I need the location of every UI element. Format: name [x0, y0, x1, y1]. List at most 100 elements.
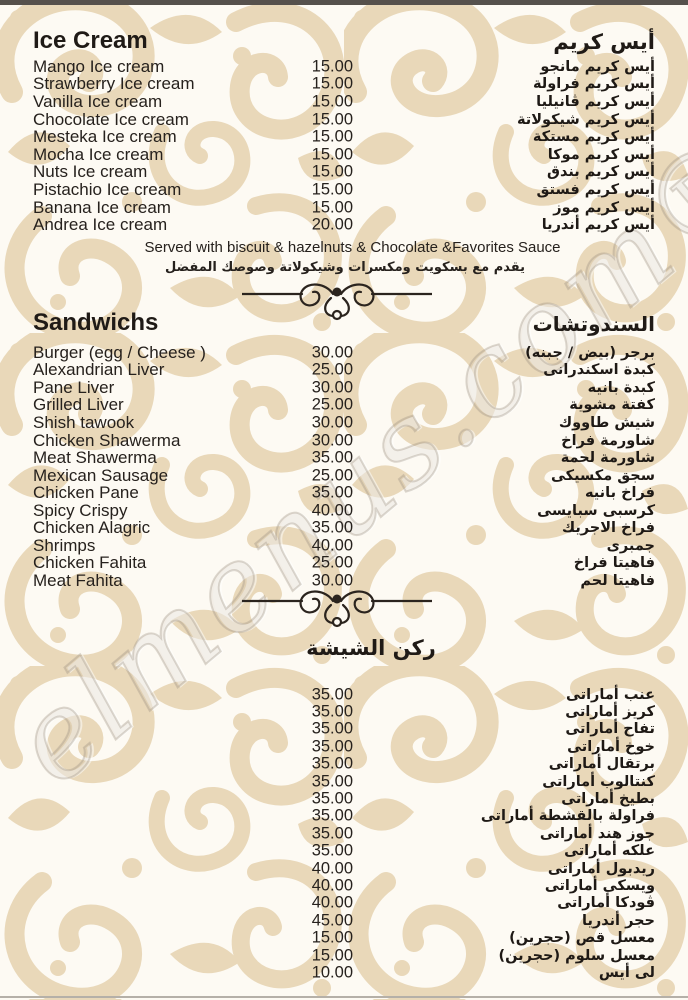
- item-name-ar: أيس كريم بندق: [547, 164, 655, 181]
- item-name-ar: برجر (بيض / جبنه): [525, 344, 655, 361]
- item-price: 30.00: [311, 378, 353, 397]
- item-price: 15.00: [311, 928, 353, 947]
- item-price: 25.00: [311, 360, 353, 379]
- item-price: 35.00: [311, 685, 353, 704]
- menu-item-row: Vanilla Ice cream 15.00 أيس كريم ڤانيليا: [0, 92, 688, 111]
- item-name-ar: أيس كريم موز: [553, 199, 655, 216]
- item-price: 15.00: [311, 946, 353, 965]
- item-name-ar: أيس كريم ڤانيليا: [536, 93, 655, 110]
- item-price: 40.00: [311, 501, 353, 520]
- top-edge-bar: [0, 0, 688, 5]
- item-price: 45.00: [311, 911, 353, 930]
- item-name-ar: أيس كريم أندريا: [541, 217, 655, 234]
- item-name-ar: تفاح أماراتى: [565, 721, 655, 738]
- ice-cream-list: Mango Ice cream 15.00 أيس كريم مانجو Str…: [0, 56, 688, 234]
- item-price: 10.00: [311, 963, 353, 982]
- menu-item-row: Mocha Ice cream 15.00 أيس كريم موكا: [0, 144, 688, 164]
- item-price: 35.00: [311, 518, 353, 537]
- item-price: 20.00: [311, 215, 353, 234]
- item-price: 30.00: [311, 413, 353, 432]
- item-name-ar: ريدبول أماراتى: [547, 860, 655, 877]
- menu-item-row: Strawberry Ice cream 15.00 أيس كريم فراو…: [0, 74, 688, 94]
- item-name-ar: كنتالوب أماراتى: [542, 773, 655, 790]
- item-name-ar: أيس كريم فستق: [536, 181, 655, 198]
- item-price: 30.00: [311, 571, 353, 590]
- item-name-en: Mocha Ice cream: [33, 144, 164, 164]
- item-name-ar: لى أيس: [598, 964, 655, 981]
- item-name-ar: كبدة بانيه: [587, 379, 655, 396]
- menu-item-row: 15.00 معسل قص (حجرين): [0, 928, 688, 947]
- item-name-en: Nuts Ice cream: [33, 162, 148, 182]
- item-name-ar: عنب أماراتى: [565, 686, 655, 703]
- item-price: 25.00: [311, 553, 353, 572]
- item-name-en: Chicken Pane: [33, 483, 139, 503]
- menu-item-row: Shish tawook 30.00 شيش طاووك: [0, 413, 688, 432]
- shisha-list: 35.00 عنب أماراتى 35.00 كريز أماراتى 35.…: [0, 685, 688, 982]
- menu-item-row: Andrea Ice cream 20.00 أيس كريم أندريا: [0, 215, 688, 234]
- item-price: 15.00: [311, 110, 353, 129]
- item-price: 35.00: [311, 824, 353, 843]
- menu-item-row: 40.00 ريدبول أماراتى: [0, 859, 688, 877]
- menu-item-row: 35.00 كريز أماراتى: [0, 703, 688, 721]
- item-name-en: Mango Ice cream: [33, 56, 165, 76]
- item-price: 35.00: [311, 737, 353, 756]
- menu-item-row: 35.00 بطيخ أماراتى: [0, 789, 688, 808]
- item-name-ar: ويسكى أماراتى: [544, 877, 655, 894]
- item-price: 15.00: [311, 180, 353, 199]
- item-name-ar: برتقال أماراتى: [548, 756, 655, 773]
- menu-item-row: Meat Shawerma 35.00 شاورمة لحمة: [0, 448, 688, 467]
- ornament-divider-icon: [242, 283, 432, 321]
- menu-item-row: Alexandrian Liver 25.00 كبدة اسكندرانى: [0, 360, 688, 380]
- menu-item-row: Chicken Alagric 35.00 فراخ الاجريك: [0, 518, 688, 537]
- item-name-en: Alexandrian Liver: [33, 360, 165, 380]
- item-price: 35.00: [311, 754, 353, 773]
- item-name-en: Spicy Crispy: [33, 500, 128, 520]
- item-name-ar: فاهيتا فراخ: [573, 555, 655, 572]
- item-name-en: Pane Liver: [33, 377, 115, 397]
- item-name-ar: ڤودكا أماراتى: [557, 895, 655, 912]
- item-name-ar: علكه أماراتى: [564, 843, 655, 860]
- item-name-en: Chicken Fahita: [33, 553, 147, 573]
- item-name-ar: فراولة بالقشطة أماراتى: [480, 808, 655, 825]
- item-price: 35.00: [311, 789, 353, 808]
- item-price: 15.00: [311, 162, 353, 181]
- section-title-sandwiches-ar: السندوتشات: [532, 312, 655, 336]
- item-name-en: Grilled Liver: [33, 395, 124, 415]
- item-name-ar: جمبرى: [606, 537, 655, 554]
- item-price: 35.00: [311, 806, 353, 825]
- menu-item-row: Chicken Fahita 25.00 فاهيتا فراخ: [0, 553, 688, 573]
- item-name-ar: كرسبى سبايسى: [537, 502, 655, 519]
- item-name-ar: معسل سلوم (حجرين): [498, 947, 655, 964]
- menu-item-row: Chocolate Ice cream 15.00 أيس كريم شيكول…: [0, 110, 688, 129]
- menu-item-row: Meat Fahita 30.00 فاهيتا لحم: [0, 571, 688, 590]
- menu-item-row: Shrimps 40.00 جمبرى: [0, 535, 688, 555]
- menu-item-row: 45.00 حجر أندريا: [0, 911, 688, 930]
- item-price: 25.00: [311, 466, 353, 485]
- item-name-ar: أيس كريم موكا: [547, 146, 655, 163]
- item-name-en: Strawberry Ice cream: [33, 74, 195, 94]
- item-name-en: Pistachio Ice cream: [33, 179, 182, 199]
- item-name-en: Mesteka Ice cream: [33, 127, 177, 147]
- item-price: 15.00: [311, 92, 353, 111]
- menu-item-row: 35.00 فراولة بالقشطة أماراتى: [0, 806, 688, 825]
- menu-item-row: 35.00 عنب أماراتى: [0, 685, 688, 704]
- item-price: 35.00: [311, 772, 353, 791]
- item-price: 15.00: [311, 74, 353, 93]
- item-name-ar: كبدة اسكندرانى: [543, 362, 655, 379]
- item-name-en: Chicken Shawerma: [33, 430, 181, 450]
- item-name-en: Mexican Sausage: [33, 465, 169, 485]
- item-name-en: Shrimps: [33, 535, 96, 555]
- menu-item-row: Pane Liver 30.00 كبدة بانيه: [0, 377, 688, 397]
- menu-item-row: 35.00 كنتالوب أماراتى: [0, 772, 688, 791]
- menu-item-row: 35.00 تفاح أماراتى: [0, 720, 688, 738]
- item-price: 25.00: [311, 395, 353, 414]
- item-name-ar: كفتة مشوية: [569, 397, 655, 414]
- menu-item-row: Banana Ice cream 15.00 أيس كريم موز: [0, 198, 688, 217]
- menu-item-row: Burger (egg / Cheese ) 30.00 برجر (بيض /…: [0, 343, 688, 362]
- item-name-ar: معسل قص (حجرين): [509, 930, 655, 947]
- item-price: 30.00: [311, 431, 353, 449]
- item-name-ar: سجق مكسيكى: [550, 467, 655, 484]
- item-price: 15.00: [311, 127, 353, 146]
- menu-item-row: 35.00 برتقال أماراتى: [0, 754, 688, 773]
